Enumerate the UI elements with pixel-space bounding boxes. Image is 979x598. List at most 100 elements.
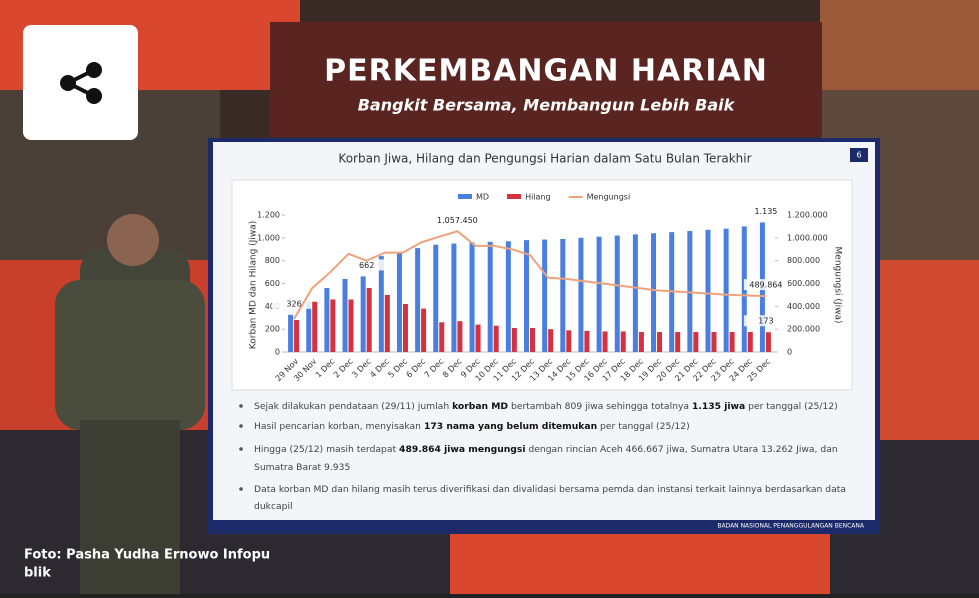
- bullet-segment: Hasil pencarian korban, menyisakan: [254, 421, 424, 432]
- bullet-text: Sejak dilakukan pendataan (29/11) jumlah…: [254, 401, 838, 412]
- bar: [729, 332, 735, 352]
- y-tick-label: 0: [275, 348, 280, 357]
- bar: [723, 228, 729, 352]
- bar: [366, 288, 372, 352]
- y-tick-label: 1.200: [257, 211, 280, 220]
- value-label-box: [743, 315, 788, 327]
- bar: [584, 330, 590, 352]
- bar: [493, 325, 499, 352]
- share-icon[interactable]: [60, 62, 102, 104]
- bullet-segment: Sumatra Barat 9.935: [254, 462, 350, 473]
- bullet-segment: dukcapil: [254, 501, 293, 512]
- y-tick-label: 200: [265, 325, 280, 334]
- bar: [306, 301, 312, 352]
- y-tick-label: 800: [265, 256, 280, 265]
- bar: [693, 332, 699, 352]
- value-label: 662: [359, 261, 374, 270]
- y2-tick-label: 1.000.000: [787, 233, 828, 242]
- value-label-box: [272, 297, 317, 309]
- bar: [457, 321, 463, 352]
- bar: [711, 332, 717, 352]
- y-axis-title: Korban MD dan Hilang (Jiwa): [249, 221, 259, 349]
- legend-label: Mengungsi: [587, 193, 631, 202]
- bullet-segment: dengan rincian Aceh 466.667 jiwa, Sumatr…: [525, 444, 837, 455]
- share-button[interactable]: [23, 25, 138, 140]
- bullet-segment: Sejak dilakukan pendataan (29/11) jumlah: [254, 401, 452, 412]
- value-label-box: [743, 205, 788, 217]
- slide-number-box: [850, 148, 868, 162]
- y2-tick-label: 800.000: [787, 256, 820, 265]
- bar: [638, 332, 644, 352]
- presenter-head: [107, 214, 159, 266]
- y2-tick-label: 400.000: [787, 302, 820, 311]
- bullet-segment: korban MD: [452, 401, 508, 412]
- bar: [475, 324, 481, 352]
- bar: [765, 332, 771, 352]
- bar: [524, 240, 529, 352]
- bar: [578, 237, 584, 352]
- slide-number: 6: [856, 151, 861, 160]
- bar: [378, 256, 384, 352]
- bullet-text: Hingga (25/12) masih terdapat 489.864 ji…: [254, 444, 838, 455]
- bar: [505, 241, 511, 352]
- y2-axis-title: Mengungsi (Jiwa): [833, 247, 843, 324]
- bar: [747, 332, 753, 352]
- y2-tick-label: 0: [787, 348, 792, 357]
- bar: [596, 236, 602, 352]
- bar: [651, 233, 657, 352]
- header-subtitle: Bangkit Bersama, Membangun Lebih Baik: [358, 96, 736, 115]
- bullet-dot: [239, 424, 243, 428]
- bar: [330, 299, 336, 352]
- bar: [542, 239, 548, 352]
- legend-label: Hilang: [525, 193, 551, 202]
- bullet-segment: per tanggal (25/12): [745, 401, 838, 412]
- bar: [415, 248, 421, 352]
- bullet-text: Hasil pencarian korban, menyisakan 173 n…: [254, 421, 690, 432]
- value-label: 1.057.450: [437, 216, 478, 225]
- photo-caption: Foto: Pasha Yudha Ernowo Infopu: [24, 548, 270, 563]
- bar: [312, 301, 318, 352]
- y2-tick-label: 600.000: [787, 279, 820, 288]
- y-tick-label: 1.000: [257, 233, 280, 242]
- bar: [433, 244, 439, 352]
- line: [293, 230, 766, 320]
- bar: [487, 241, 493, 352]
- value-label-box: [344, 259, 389, 271]
- bg-panel: [875, 260, 979, 440]
- bar: [632, 234, 638, 352]
- bullet-segment: Hingga (25/12) masih terdapat: [254, 444, 399, 455]
- y2-tick-label: 200.000: [787, 325, 820, 334]
- bar: [342, 278, 348, 352]
- bar: [469, 242, 475, 352]
- bar: [288, 314, 294, 352]
- bar: [614, 235, 620, 352]
- y-tick-label: 600: [265, 279, 280, 288]
- bullet-text: dukcapil: [254, 501, 293, 512]
- bar: [360, 276, 366, 352]
- bar: [620, 331, 626, 352]
- bar: [324, 288, 330, 352]
- bullet-dot: [239, 447, 243, 451]
- bar: [439, 322, 445, 352]
- legend-label: MD: [476, 193, 489, 202]
- photo-caption: blik: [24, 566, 51, 581]
- bar: [548, 329, 554, 352]
- value-label: 489.864: [749, 281, 782, 290]
- slide-footer: BADAN NASIONAL PENANGGULANGAN BENCANA: [717, 523, 865, 530]
- presenter-legs: [80, 420, 180, 594]
- bg-photo: [820, 0, 979, 90]
- bar: [396, 252, 402, 352]
- bar: [530, 328, 535, 352]
- legend-swatch: [507, 194, 522, 199]
- bullet-dot: [239, 487, 243, 491]
- bar: [348, 299, 354, 352]
- bar: [602, 331, 608, 352]
- bullet-list: Sejak dilakukan pendataan (29/11) jumlah…: [239, 401, 846, 512]
- bullet-segment: Data korban MD dan hilang masih terus di…: [254, 484, 846, 495]
- legend-swatch: [458, 194, 472, 199]
- bullet-segment: 489.864 jiwa mengungsi: [399, 444, 525, 455]
- bar: [402, 304, 408, 352]
- bar: [294, 320, 300, 352]
- value-label: 173: [758, 317, 773, 326]
- presenter: [55, 214, 205, 594]
